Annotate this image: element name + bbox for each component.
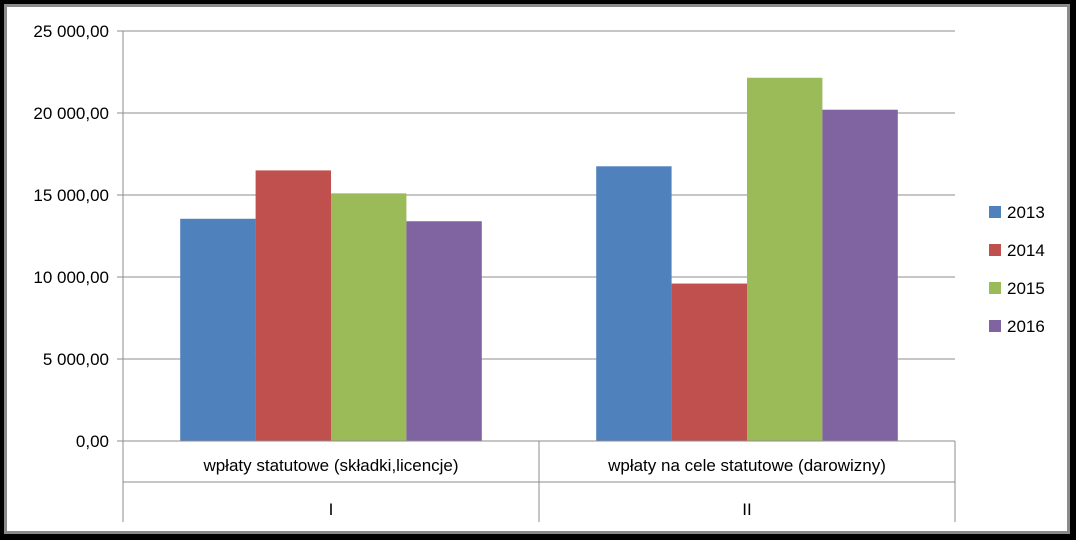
y-tick-label: 5 000,00 — [43, 350, 109, 369]
legend-swatch — [989, 320, 1001, 332]
bar-2016 — [822, 109, 898, 441]
bar-2015 — [747, 77, 823, 442]
bar-2015 — [331, 193, 407, 441]
legend-swatch — [989, 206, 1001, 218]
legend-label: 2013 — [1007, 203, 1045, 222]
y-tick-label: 25 000,00 — [33, 22, 109, 41]
category-group-label: II — [742, 500, 751, 519]
y-tick-label: 15 000,00 — [33, 186, 109, 205]
y-tick-label: 20 000,00 — [33, 104, 109, 123]
category-group-label: I — [329, 500, 334, 519]
bar-2013 — [596, 166, 672, 442]
y-tick-label: 10 000,00 — [33, 268, 109, 287]
category-label: wpłaty na cele statutowe (darowizny) — [607, 456, 886, 475]
legend-label: 2014 — [1007, 241, 1045, 260]
bar-2013 — [180, 218, 256, 441]
bar-2014 — [671, 283, 747, 441]
legend-swatch — [989, 244, 1001, 256]
chart-frame: 0,00 5 000,00 10 000,00 15 000,00 20 000,00 2… — [4, 4, 1070, 534]
legend-label: 2015 — [1007, 279, 1045, 298]
bar-2016 — [406, 221, 482, 441]
category-label: wpłaty statutowe (składki,licencje) — [202, 456, 458, 475]
y-tick-label: 0,00 — [76, 432, 109, 451]
bar-chart: 0,00 5 000,00 10 000,00 15 000,00 20 000,00 2… — [33, 22, 1045, 522]
legend-label: 2016 — [1007, 317, 1045, 336]
legend-swatch — [989, 282, 1001, 294]
bar-2014 — [255, 170, 331, 441]
